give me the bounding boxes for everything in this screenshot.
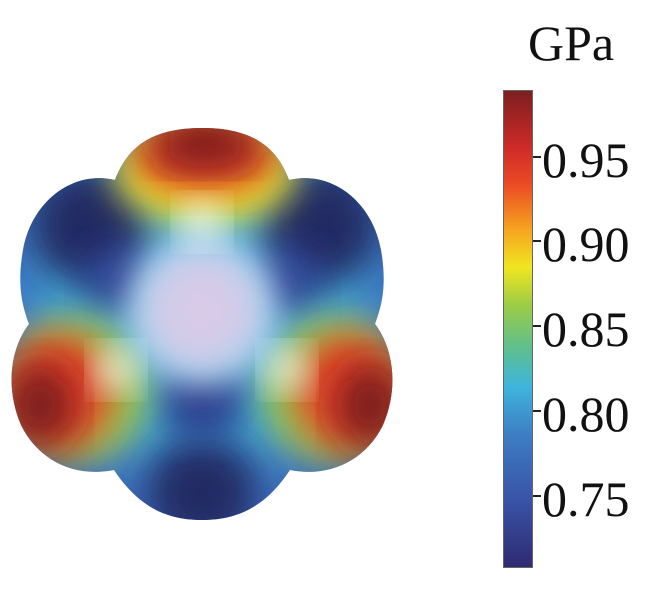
surface-body: [11, 128, 393, 520]
colorbar-tick-label: 0.80: [542, 386, 630, 442]
colorbar-unit-label: GPa: [528, 15, 615, 71]
colorbar-tick: [533, 495, 541, 497]
colorbar-tick: [533, 240, 541, 242]
colorbar-tick: [533, 156, 541, 158]
colorbar-tick-label: 0.95: [542, 132, 630, 188]
colorbar: [503, 90, 533, 568]
colorbar-tick: [533, 410, 541, 412]
colorbar-tick-label: 0.90: [542, 216, 630, 272]
colorbar-tick-label: 0.85: [542, 301, 630, 357]
colorbar-tick: [533, 325, 541, 327]
surface-svg: [11, 128, 393, 520]
elastic-surface-plot: [11, 128, 393, 520]
colorbar-tick-label: 0.75: [542, 471, 630, 527]
